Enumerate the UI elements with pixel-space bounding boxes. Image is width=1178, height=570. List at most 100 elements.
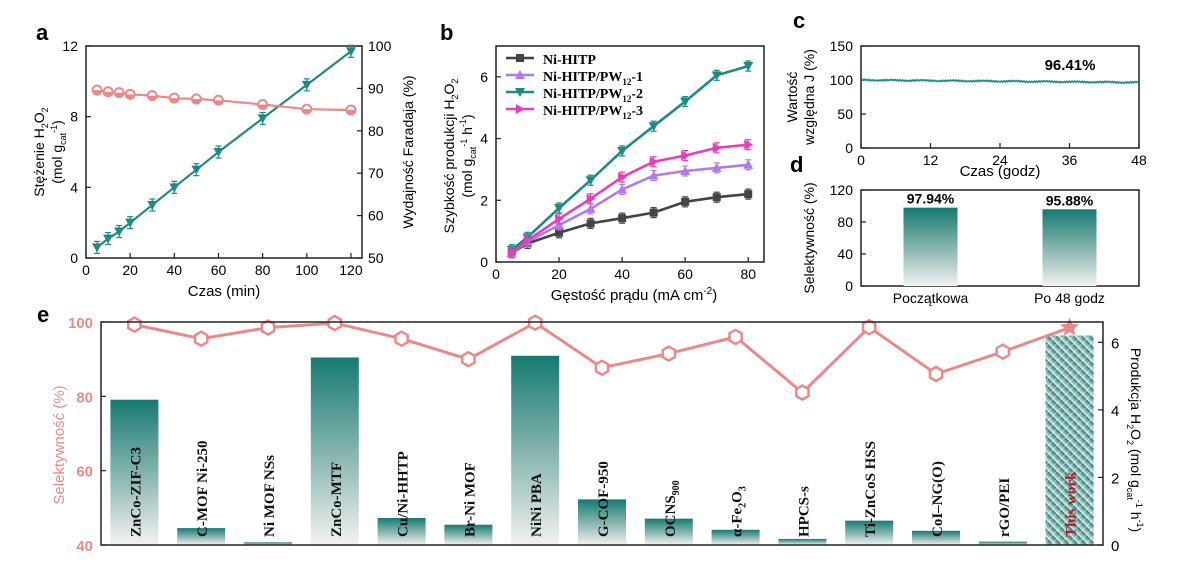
c-xtick-label: 48 <box>1131 152 1147 168</box>
a-point <box>169 183 180 193</box>
b-series-line-1 <box>511 163 749 254</box>
panel-c: 0 12 24 36 48 0 50 100 150 96.41% Czas (godz) Wa… <box>784 38 1147 180</box>
b-point <box>618 214 627 223</box>
c-xtick-label: 36 <box>1062 152 1078 168</box>
a-series-line-0 <box>96 50 352 249</box>
b-ytick-label: 4 <box>480 131 488 147</box>
e-bar-label: rGO/PEI <box>997 478 1013 537</box>
c-xtick-label: 24 <box>992 152 1008 168</box>
e-bar <box>511 355 560 545</box>
b-point <box>648 170 659 180</box>
e-selectivity-point <box>661 345 677 363</box>
panel-c-ylabel-2: względna J (%) <box>801 49 817 146</box>
e-selectivity-point <box>127 316 142 334</box>
a-ytick-label: 12 <box>62 38 78 54</box>
a-point <box>191 165 202 175</box>
b-legend-label: Ni-HITP/PW12-3 <box>543 104 643 121</box>
a-y2tick-label: 70 <box>368 165 384 181</box>
a-xtick-label: 120 <box>339 262 363 278</box>
d-ytick-label: 40 <box>837 246 853 262</box>
b-point <box>712 193 721 202</box>
c-ytick-label: 100 <box>830 72 854 88</box>
e-bar-label: C-MOF Ni-250 <box>195 440 211 537</box>
e-bar <box>1045 335 1094 545</box>
a-point <box>257 114 268 124</box>
e-bar <box>377 517 426 545</box>
a-xtick-label: 80 <box>255 262 271 278</box>
panel-a-ylabel: Stężenie H2O2 <box>31 107 50 196</box>
e-bar <box>845 520 894 545</box>
e-bar <box>912 530 960 545</box>
e-bar-label: G-COF-950 <box>596 461 612 537</box>
a-y2tick-label: 90 <box>368 80 384 96</box>
b-point <box>744 139 754 150</box>
b-point <box>555 228 564 237</box>
e-selectivity-point <box>461 350 476 368</box>
d-bar <box>903 207 958 286</box>
b-point <box>554 204 565 213</box>
panel-a-y2label: Wydajność Faradaja (%) <box>400 75 416 228</box>
b-point <box>617 184 628 194</box>
e-selectivity-point <box>594 359 610 377</box>
panel-label-b: b <box>440 20 453 45</box>
b-legend-marker <box>515 88 525 97</box>
panel-label-a: a <box>36 20 49 45</box>
a-point-fe-half <box>125 94 135 99</box>
b-point <box>585 176 596 186</box>
a-point-fe-half <box>346 110 356 115</box>
b-point <box>586 193 596 204</box>
e-selectivity-point <box>260 319 276 337</box>
d-xtick-label: Po 48 godz <box>1034 290 1105 306</box>
b-legend-label: Ni-HITP <box>543 53 596 68</box>
b-xtick-label: 60 <box>677 266 693 282</box>
panel-c-frame <box>860 45 1140 149</box>
b-xtick-label: 0 <box>492 266 500 282</box>
e-bar <box>578 499 626 545</box>
a-point <box>125 218 136 228</box>
a-y2tick-label: 80 <box>368 123 384 139</box>
e-bar <box>310 357 359 545</box>
panel-label-d: d <box>790 152 803 177</box>
a-point-fe-half <box>147 95 157 101</box>
e-bar-label: α-Fe2O3 <box>730 486 749 537</box>
panel-b-frame <box>495 45 765 263</box>
panel-e-y2label: Produkcja H2O2 (mol gcat-1 h-1) <box>1125 348 1145 532</box>
panel-a-xlabel: Czas (min) <box>188 283 261 300</box>
d-bar-value: 97.94% <box>907 191 955 207</box>
d-bar-value: 95.88% <box>1046 192 1094 208</box>
panel-d-frame <box>860 189 1140 287</box>
e-bar-label: Ti-ZnCoS HSS <box>863 441 879 537</box>
b-point <box>711 71 722 81</box>
e-selectivity-point <box>394 330 409 348</box>
e-bar <box>110 399 159 545</box>
b-legend-label: Ni-HITP/PW12-2 <box>543 87 643 104</box>
a-point <box>92 243 103 253</box>
a-point <box>103 234 114 244</box>
a-y2tick-label: 50 <box>368 250 384 266</box>
panel-c-annotation: 96.41% <box>1045 57 1096 74</box>
e-bar <box>244 542 292 545</box>
e-ytick-label: 60 <box>76 464 93 481</box>
panel-d-ylabel: Selektywność (%) <box>801 182 817 293</box>
b-point <box>648 122 659 132</box>
e-bar <box>778 538 827 545</box>
e-y2tick-label: 0 <box>1111 538 1119 555</box>
b-xtick-label: 20 <box>551 266 567 282</box>
e-bar-label: Br-Ni MOF <box>462 462 478 537</box>
a-y2tick-label: 100 <box>368 38 392 54</box>
panel-a-frame <box>85 45 363 259</box>
d-ytick-label: 120 <box>830 182 854 198</box>
b-point <box>743 62 754 72</box>
b-point <box>744 190 753 199</box>
a-point <box>345 47 356 57</box>
e-selectivity-point <box>193 330 209 348</box>
e-bar <box>644 518 693 545</box>
b-point <box>711 162 722 172</box>
a-point-fe-half <box>258 104 268 110</box>
e-ytick-label: 100 <box>68 315 93 332</box>
b-legend-marker <box>516 104 525 114</box>
b-point <box>680 165 691 175</box>
panel-label-c: c <box>793 8 805 33</box>
e-selectivity-point <box>861 318 877 336</box>
